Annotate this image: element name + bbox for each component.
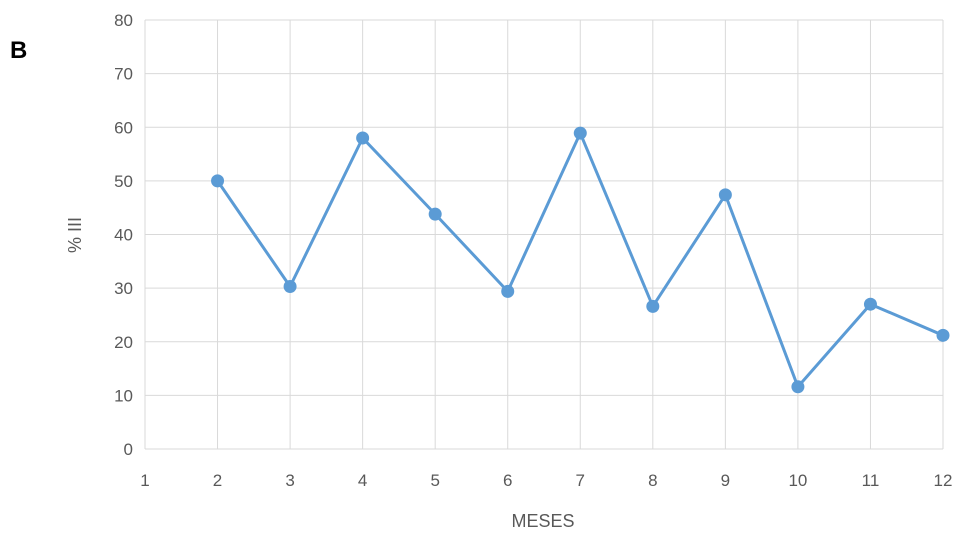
y-tick-label: 40 <box>114 226 133 245</box>
panel-label: B <box>10 37 27 64</box>
data-point <box>646 299 660 313</box>
series-group <box>211 126 950 394</box>
x-tick-label: 10 <box>788 471 807 490</box>
data-point <box>791 380 805 394</box>
data-point <box>936 328 950 342</box>
x-tick-label: 4 <box>358 471 367 490</box>
x-tick-label: 3 <box>285 471 294 490</box>
y-tick-label: 30 <box>114 279 133 298</box>
y-tick-label: 0 <box>124 440 133 459</box>
y-tick-label: 60 <box>114 118 133 137</box>
x-tick-label: 1 <box>140 471 149 490</box>
x-tick-label: 8 <box>648 471 657 490</box>
y-tick-label: 10 <box>114 386 133 405</box>
y-axis-ticks: 0 10 20 30 40 50 60 70 80 <box>114 11 133 459</box>
x-tick-label: 5 <box>430 471 439 490</box>
data-point <box>211 174 225 188</box>
y-tick-label: 70 <box>114 65 133 84</box>
x-tick-label: 7 <box>576 471 585 490</box>
data-point <box>573 126 587 140</box>
x-tick-label: 12 <box>934 471 953 490</box>
data-point <box>501 284 515 298</box>
x-tick-label: 11 <box>862 471 880 490</box>
y-tick-label: 20 <box>114 333 133 352</box>
data-point <box>356 131 370 145</box>
data-point <box>718 188 732 202</box>
y-tick-label: 80 <box>114 11 133 30</box>
data-point <box>283 280 297 294</box>
gridlines <box>144 19 944 450</box>
x-tick-label: 2 <box>213 471 222 490</box>
data-point <box>428 207 442 221</box>
y-axis-title: % III <box>65 217 85 253</box>
data-point <box>863 297 877 311</box>
x-tick-label: 9 <box>721 471 730 490</box>
x-axis-ticks: 1 2 3 4 5 6 7 8 9 10 11 12 <box>140 471 952 490</box>
x-axis-title: MESES <box>511 511 574 531</box>
y-tick-label: 50 <box>114 172 133 191</box>
x-tick-label: 6 <box>503 471 512 490</box>
